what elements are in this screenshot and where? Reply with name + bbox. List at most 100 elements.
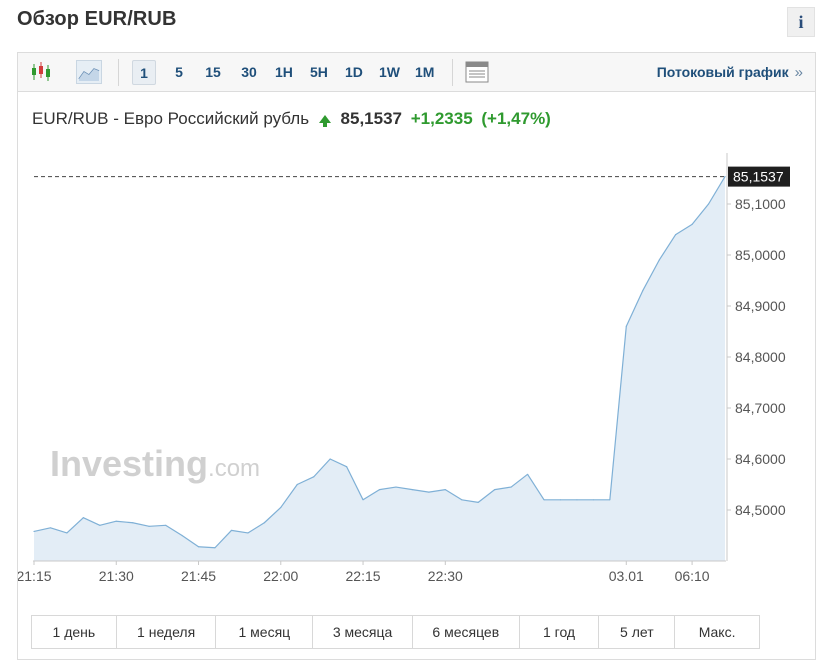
price-chart[interactable]: Investing.com 85,1000 85,0000 84,9000 84,800… <box>18 143 815 603</box>
series-segment <box>708 176 726 205</box>
data-point <box>494 489 496 491</box>
series-segment <box>362 489 380 501</box>
timeframe-1[interactable]: 1 <box>132 60 156 85</box>
data-point <box>345 466 348 468</box>
range-1-week[interactable]: 1 неделя <box>117 616 217 648</box>
quote-line: EUR/RUB - Евро Российский рубль 85,1537 … <box>32 109 551 131</box>
toolbar-divider <box>452 59 453 86</box>
series-segment <box>280 484 298 508</box>
series-segment <box>132 522 150 527</box>
series-segment <box>444 489 463 501</box>
y-tick-label: 84,9000 <box>735 298 786 314</box>
y-tick-label: 84,6000 <box>735 451 786 467</box>
data-point <box>115 520 117 522</box>
timeframe-5h[interactable]: 5H <box>310 64 328 80</box>
data-point <box>625 325 627 327</box>
x-tick-label: 21:15 <box>18 568 52 584</box>
x-tick-label: 21:30 <box>99 568 134 584</box>
range-6-months[interactable]: 6 месяцев <box>413 616 520 648</box>
timeframe-5[interactable]: 5 <box>175 64 183 80</box>
data-point <box>675 234 677 236</box>
series-segment <box>296 476 314 486</box>
quote-separator: - <box>113 109 119 128</box>
y-tick-label: 85,0000 <box>735 247 786 263</box>
series-segment <box>412 489 429 493</box>
y-tick-label: 84,5000 <box>735 502 786 518</box>
x-tick-label: 03.01 <box>609 568 644 584</box>
data-point <box>707 203 710 205</box>
series-segment <box>510 473 528 488</box>
series-segment <box>428 489 446 493</box>
data-point <box>378 489 381 491</box>
series-segment <box>313 458 331 478</box>
series-segment <box>214 529 232 549</box>
data-point <box>148 525 150 527</box>
quote-change-percent: (+1,47%) <box>481 109 551 128</box>
data-point <box>280 506 282 509</box>
data-point <box>592 499 594 501</box>
series-segment <box>609 326 627 500</box>
chart-toolbar: 1 5 15 30 1H 5H 1D 1W 1M Потоковый графи… <box>18 53 815 92</box>
range-3-months[interactable]: 3 месяца <box>313 616 413 648</box>
x-tick-label: 22:30 <box>428 568 463 584</box>
series-segment <box>527 473 545 501</box>
timeframe-1w[interactable]: 1W <box>379 64 400 80</box>
series-segment <box>675 223 693 236</box>
data-point <box>33 530 35 533</box>
data-point <box>642 290 644 292</box>
candlestick-icon[interactable] <box>29 60 55 84</box>
series-segment <box>198 546 216 549</box>
x-tick-label: 22:15 <box>346 568 381 584</box>
data-point <box>66 532 68 534</box>
timeframe-15[interactable]: 15 <box>205 64 221 80</box>
chevron-right-icon: » <box>794 64 803 81</box>
quote-name: Евро Российский рубль <box>123 109 310 128</box>
series-segment <box>66 517 84 534</box>
series-segment <box>149 524 166 527</box>
series-segment <box>116 520 133 524</box>
area-chart-icon[interactable] <box>76 60 102 84</box>
range-1-month[interactable]: 1 месяц <box>216 616 314 648</box>
range-1-year[interactable]: 1 год <box>520 616 600 648</box>
series-segment <box>50 527 68 534</box>
series-segment <box>99 520 117 526</box>
series-segment <box>494 486 512 491</box>
stream-chart-link[interactable]: Потоковый график » <box>657 64 803 81</box>
info-icon[interactable]: i <box>787 7 815 37</box>
x-tick-label: 21:45 <box>181 568 216 584</box>
page-header: Обзор EUR/RUB i <box>0 0 829 48</box>
data-point <box>329 458 331 460</box>
data-point <box>197 546 200 548</box>
table-icon[interactable] <box>464 60 490 84</box>
range-selector: 1 день 1 неделя 1 месяц 3 месяца 6 месяц… <box>31 615 760 649</box>
last-price-label: 85,1537 <box>733 169 784 185</box>
series-segment <box>395 486 413 491</box>
data-point <box>510 486 512 488</box>
data-point <box>313 476 315 478</box>
range-1-day[interactable]: 1 день <box>32 616 117 648</box>
quote-price: 85,1537 <box>340 109 402 128</box>
range-5-years[interactable]: 5 лет <box>599 616 676 648</box>
series-segment <box>165 524 183 537</box>
timeframe-1h[interactable]: 1H <box>275 64 293 80</box>
data-point <box>428 491 430 493</box>
data-point <box>543 499 545 501</box>
data-point <box>444 489 446 491</box>
data-point <box>395 486 397 488</box>
data-point <box>132 522 134 524</box>
area-fill <box>34 176 725 561</box>
data-point <box>576 499 578 501</box>
series-segment <box>231 529 248 534</box>
data-point <box>559 499 562 501</box>
arrow-up-icon <box>318 114 331 127</box>
series-segment <box>658 234 677 261</box>
series-segment <box>83 517 101 526</box>
range-max[interactable]: Макс. <box>698 624 736 640</box>
data-point <box>181 534 183 537</box>
x-tick-label: 06:10 <box>675 568 710 584</box>
data-point <box>411 489 414 491</box>
data-point <box>99 524 101 526</box>
timeframe-1d[interactable]: 1D <box>345 64 363 80</box>
timeframe-1m[interactable]: 1M <box>415 64 435 80</box>
timeframe-30[interactable]: 30 <box>241 64 257 80</box>
